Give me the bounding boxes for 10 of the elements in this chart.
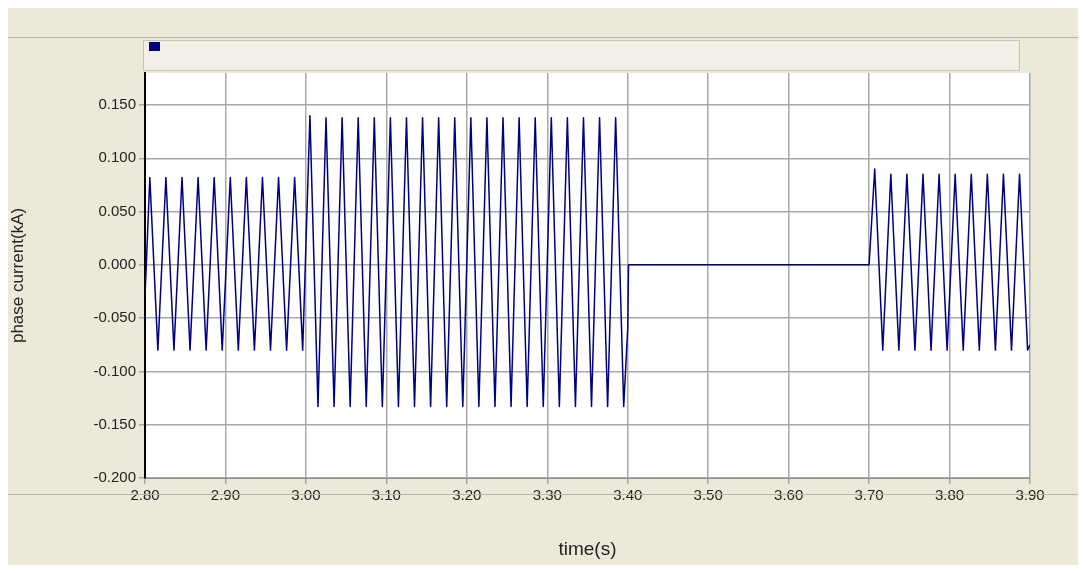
y-tick-label: -0.100 <box>93 361 136 379</box>
y-axis-title: phase current(kA) <box>7 207 27 344</box>
y-tick-label: -0.050 <box>93 308 136 326</box>
y-tick-label: 0.050 <box>98 201 136 219</box>
y-tick-label: 0.000 <box>98 254 136 272</box>
x-axis-title: time(s) <box>558 537 617 559</box>
y-tick-label: 0.150 <box>98 95 136 113</box>
y-tick-label: -0.200 <box>93 468 136 486</box>
y-tick-label: 0.100 <box>98 148 136 166</box>
y-tick-label: -0.150 <box>93 414 136 432</box>
